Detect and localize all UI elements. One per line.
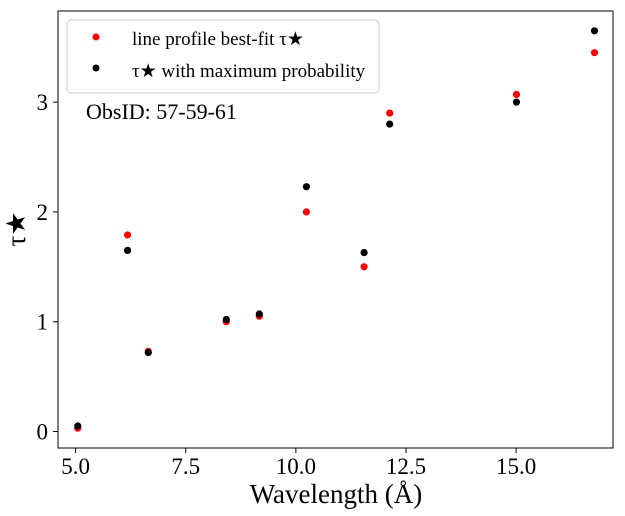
data-point-series-0-9 xyxy=(590,49,599,57)
data-point-series-0-7 xyxy=(386,109,394,117)
plot-frame xyxy=(57,10,614,449)
ticks-layer: 5.0 7.5 10.0 12.5 15.0 0 1 2 3 xyxy=(37,90,537,479)
data-point-series-1-2 xyxy=(144,348,152,357)
legend: line profile best-fit τ★ τ★ with maximum… xyxy=(66,19,380,94)
data-point-series-0-6 xyxy=(360,263,368,271)
data-point-series-1-4 xyxy=(255,310,263,318)
y-tick-label: 1 xyxy=(37,310,49,335)
x-tick-label: 5.0 xyxy=(61,454,90,479)
data-point-series-1-1 xyxy=(124,246,132,254)
data-point-series-1-8 xyxy=(512,98,521,106)
data-point-series-1-0 xyxy=(74,422,82,430)
data-point-series-1-3 xyxy=(222,315,230,324)
obsid-annotation: ObsID: 57-59-61 xyxy=(86,99,237,124)
points-layer xyxy=(74,27,599,432)
data-point-series-0-1 xyxy=(124,231,132,239)
data-point-series-1-7 xyxy=(386,120,394,128)
data-point-series-0-8 xyxy=(512,90,521,98)
y-tick-label: 0 xyxy=(37,420,49,445)
legend-box xyxy=(66,19,380,94)
y-tick-label: 3 xyxy=(37,90,49,115)
x-tick-label: 15.0 xyxy=(496,454,536,479)
legend-label-best-fit: line profile best-fit τ★ xyxy=(132,29,304,50)
data-point-series-1-5 xyxy=(302,183,310,191)
x-tick-label: 10.0 xyxy=(276,454,316,479)
data-point-series-0-5 xyxy=(302,208,310,216)
data-point-series-1-6 xyxy=(360,249,368,257)
x-axis-label: Wavelength (Å) xyxy=(250,479,423,509)
y-tick-label: 2 xyxy=(37,200,49,225)
legend-marker-best-fit xyxy=(92,33,100,41)
y-axis-label: τ★ xyxy=(1,211,31,246)
legend-label-max-prob: τ★ with maximum probability xyxy=(132,61,366,82)
legend-marker-max-prob xyxy=(92,64,100,72)
x-tick-label: 7.5 xyxy=(171,454,200,479)
data-point-series-1-9 xyxy=(590,27,599,35)
x-tick-label: 12.5 xyxy=(386,454,426,479)
